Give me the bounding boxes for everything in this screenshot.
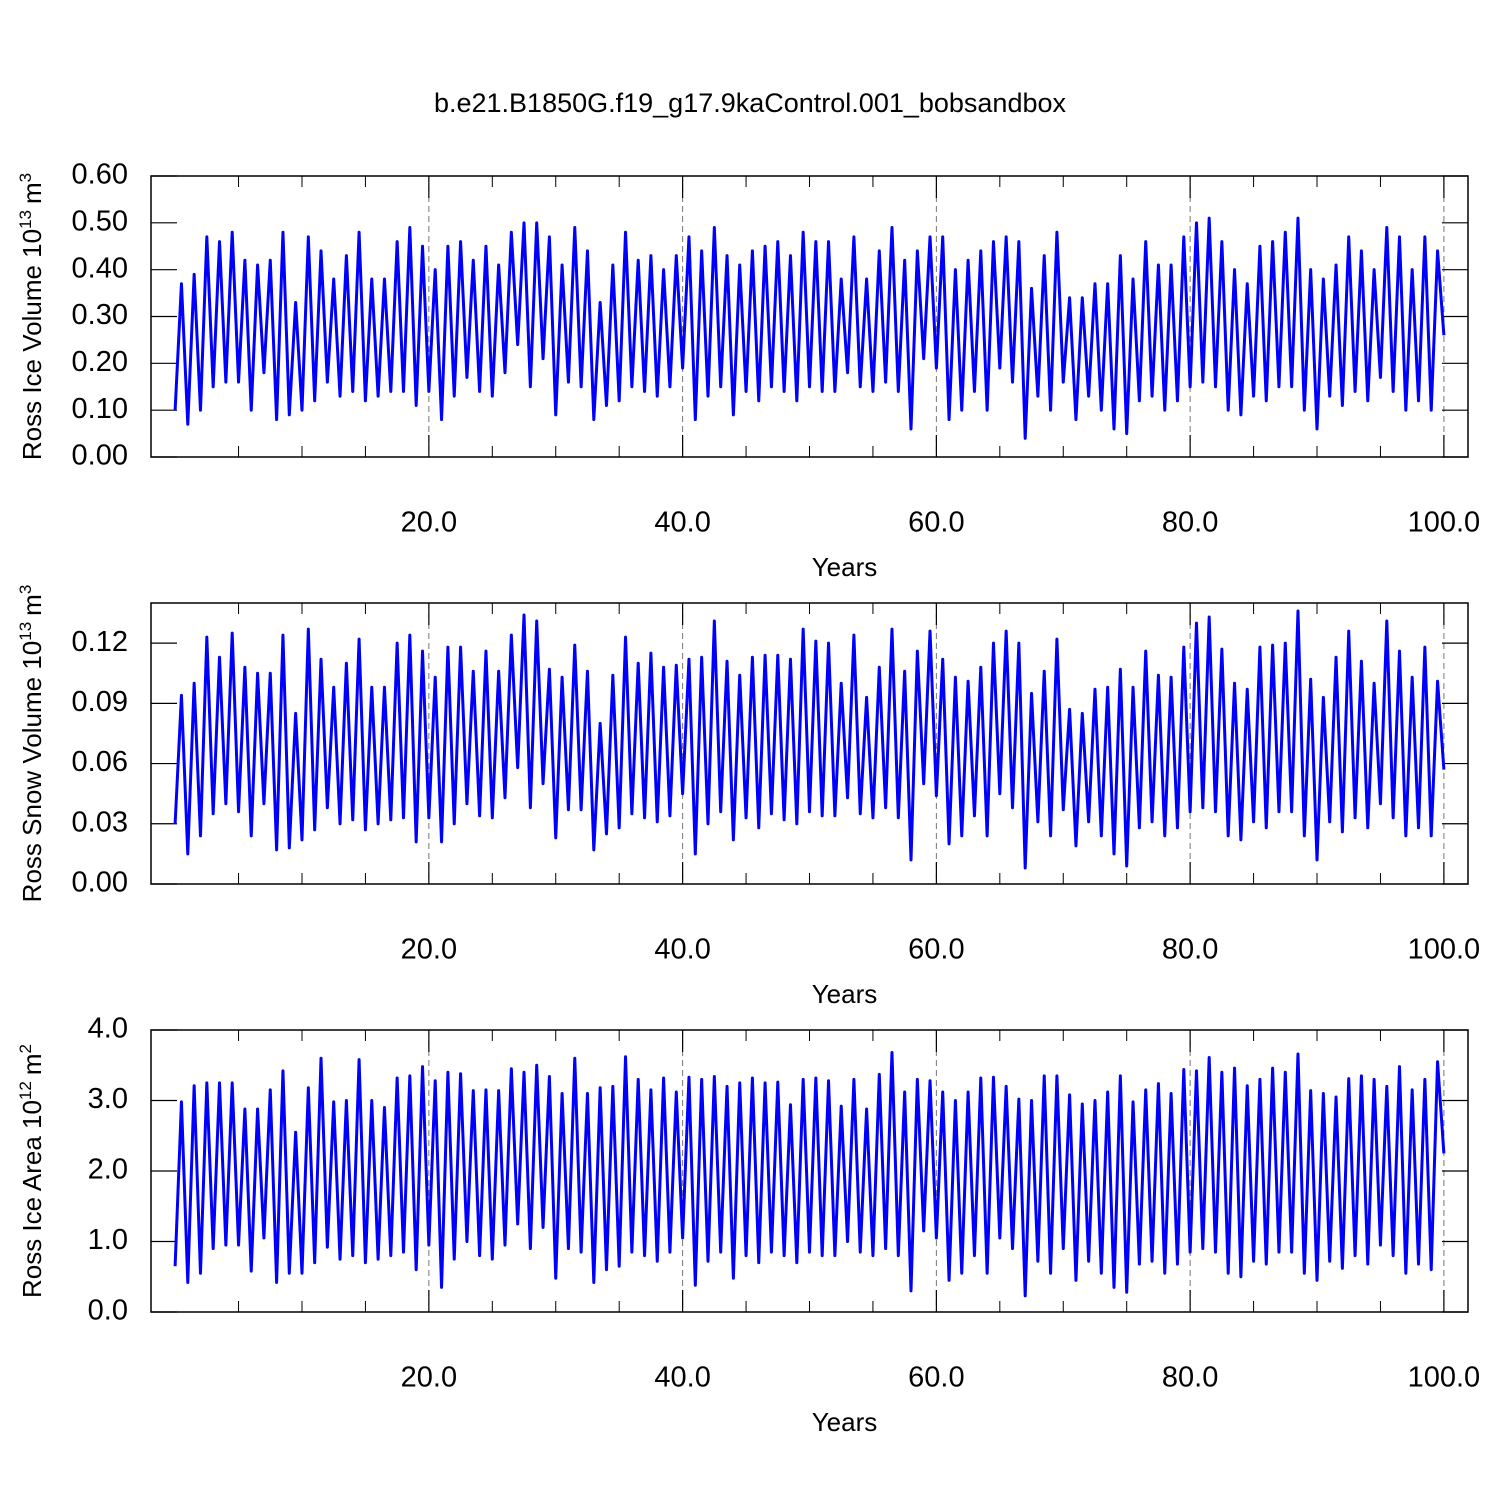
plot-frame	[150, 1029, 1469, 1313]
x-tick-label: 60.0	[908, 507, 964, 539]
y-tick-label: 0.06	[72, 746, 128, 778]
y-tick-label: 0.30	[72, 299, 128, 331]
y-tick-label: 0.00	[72, 867, 128, 899]
y-axis-title-part: 12	[16, 1081, 35, 1100]
figure-title: b.e21.B1850G.f19_g17.9kaControl.001_bobs…	[434, 88, 1067, 118]
x-tick-label: 40.0	[654, 934, 710, 966]
x-tick-label: 20.0	[401, 507, 457, 539]
plot-frame	[150, 175, 1469, 458]
data-line	[173, 1051, 1446, 1298]
y-tick-label: 0.12	[72, 626, 128, 658]
data-line	[173, 216, 1446, 440]
x-tick-label: 40.0	[654, 1362, 710, 1394]
y-tick-label: 0.00	[72, 440, 128, 472]
plot-frame	[150, 602, 1469, 885]
x-tick-label: 20.0	[401, 934, 457, 966]
y-tick-label: 0.0	[88, 1295, 128, 1327]
x-tick-label: 60.0	[908, 1362, 964, 1394]
y-axis-title-part: Ross Snow Volume 10	[17, 641, 47, 903]
y-axis-title-part: 3	[16, 173, 35, 182]
y-tick-label: 4.0	[88, 1013, 128, 1045]
y-axis-title-part: m	[17, 1053, 47, 1075]
x-axis-title: Years	[812, 1407, 878, 1437]
x-tick-label: 60.0	[908, 934, 964, 966]
x-axis-title: Years	[812, 979, 878, 1009]
x-tick-label: 100.0	[1408, 507, 1481, 539]
data-line	[173, 609, 1446, 870]
x-tick-label: 100.0	[1408, 1362, 1481, 1394]
y-axis-title: Ross Snow Volume 1013 m3	[16, 585, 47, 903]
y-axis-title-part: 3	[16, 585, 35, 594]
y-tick-label: 0.50	[72, 205, 128, 237]
x-tick-label: 80.0	[1162, 934, 1218, 966]
y-tick-label: 1.0	[88, 1224, 128, 1256]
panel: 20.0 40.0 60.0 80.0 100.0 0.0 1.0 2.0 3.0 4.0 Year…	[16, 1013, 1480, 1437]
y-axis-title-part: m	[17, 594, 47, 616]
y-tick-label: 0.10	[72, 393, 128, 425]
y-tick-label: 0.60	[72, 159, 128, 191]
x-tick-label: 80.0	[1162, 507, 1218, 539]
x-tick-label: 20.0	[401, 1362, 457, 1394]
y-tick-label: 2.0	[88, 1154, 128, 1186]
y-tick-label: 3.0	[88, 1083, 128, 1115]
y-tick-label: 0.40	[72, 252, 128, 284]
x-tick-label: 80.0	[1162, 1362, 1218, 1394]
y-tick-label: 0.03	[72, 806, 128, 838]
panel: 20.0 40.0 60.0 80.0 100.0 0.00 0.10 0.20 0.30 0.4…	[16, 159, 1480, 582]
x-tick-label: 100.0	[1408, 934, 1481, 966]
y-axis-title-part: m	[17, 182, 47, 204]
y-axis-title: Ross Ice Volume 1013 m3	[16, 173, 47, 460]
x-tick-label: 40.0	[654, 507, 710, 539]
x-axis-title: Years	[812, 552, 878, 582]
y-axis-title-part: Ross Ice Volume 10	[17, 229, 47, 460]
y-axis-title-part: Ross Ice Area 10	[17, 1100, 47, 1298]
y-axis-title-part: 13	[16, 210, 35, 229]
y-axis-title: Ross Ice Area 1012 m2	[16, 1044, 47, 1298]
y-axis-title-part: 13	[16, 622, 35, 641]
y-tick-label: 0.09	[72, 686, 128, 718]
y-axis-title-part: 2	[16, 1044, 35, 1053]
y-tick-label: 0.20	[72, 346, 128, 378]
panel: 20.0 40.0 60.0 80.0 100.0 0.00 0.03 0.06 0.09 0.1…	[16, 585, 1480, 1009]
